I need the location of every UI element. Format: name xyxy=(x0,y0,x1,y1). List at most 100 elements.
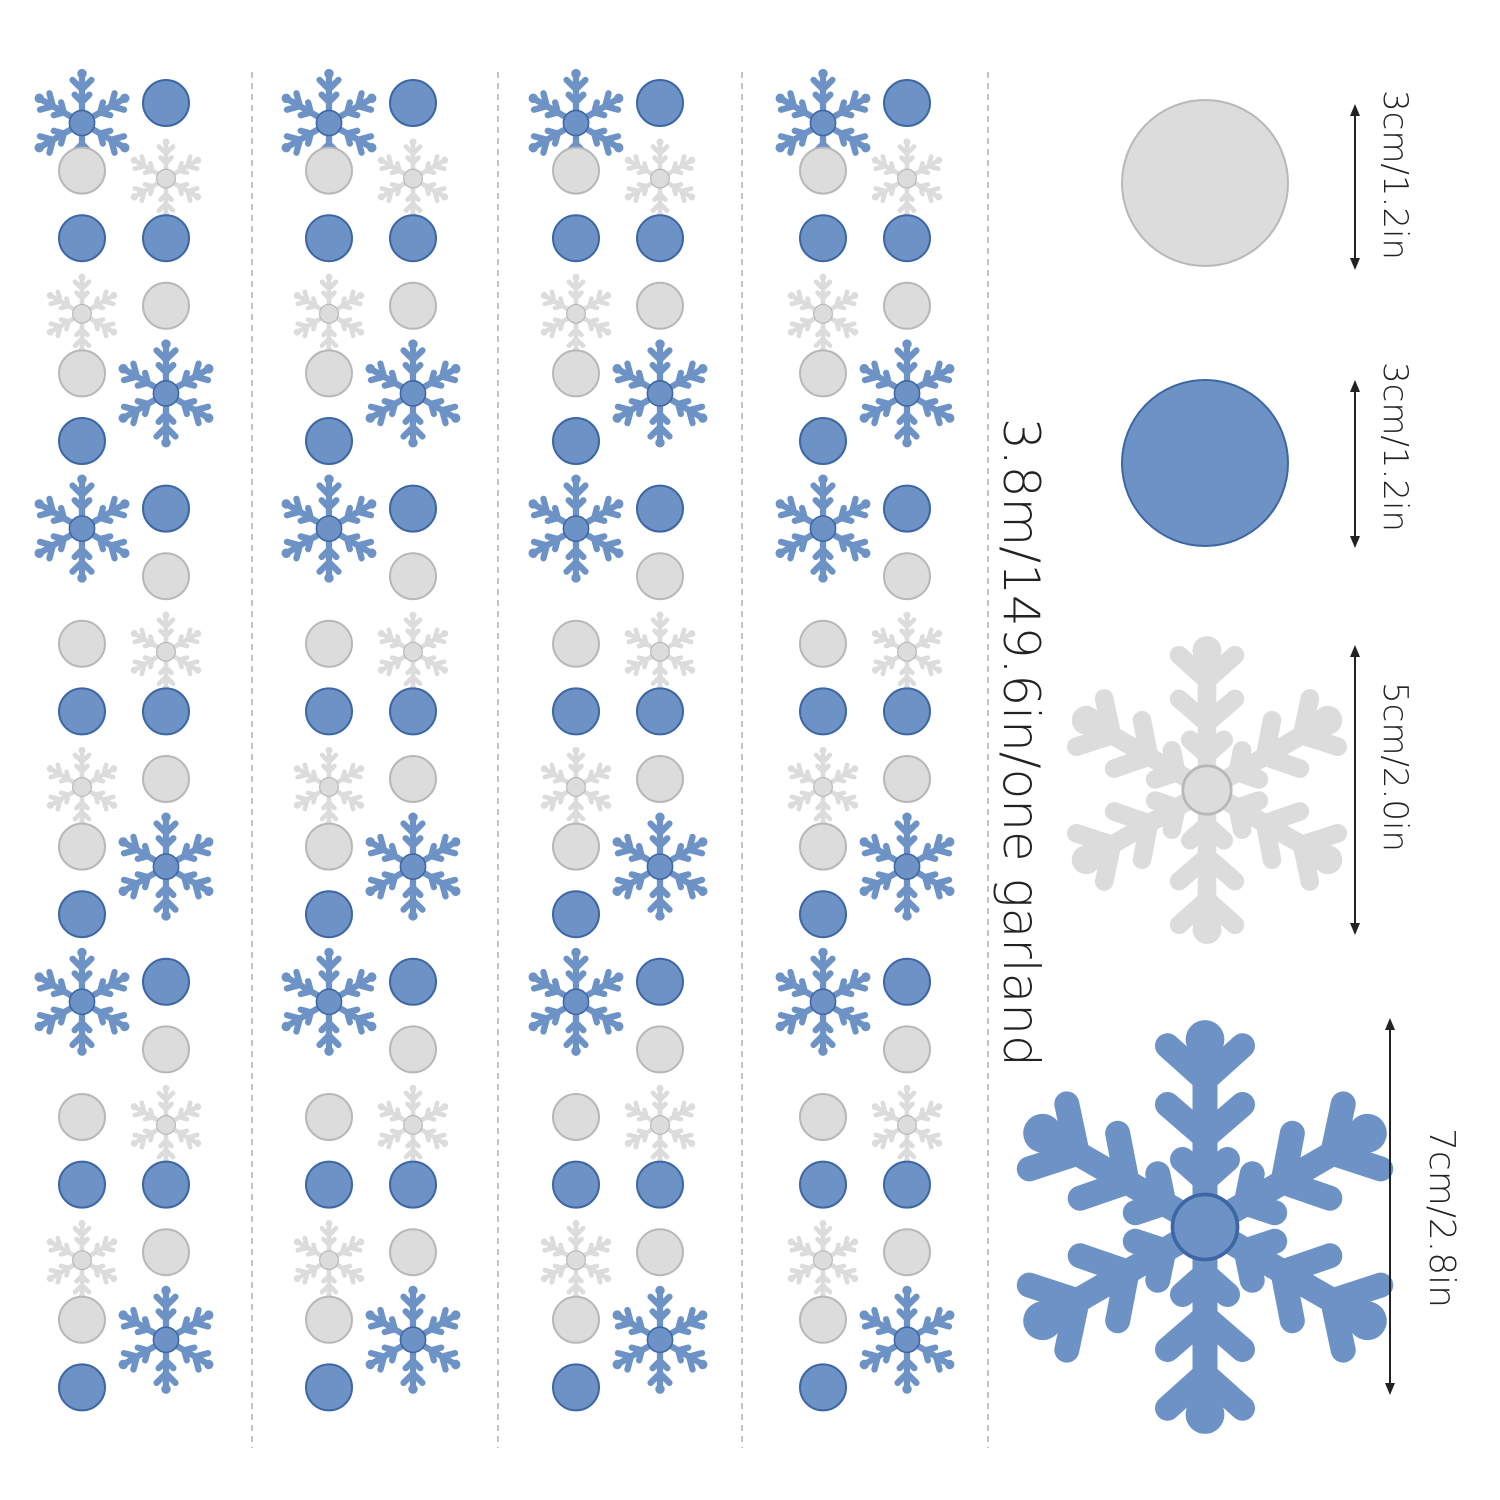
silver-dot xyxy=(305,1093,353,1141)
blue-dot xyxy=(389,1160,437,1209)
silver-dot xyxy=(636,281,684,330)
blue-snowflake xyxy=(609,340,711,447)
blue-dot xyxy=(883,484,931,533)
silver-snowflake xyxy=(785,1220,861,1300)
blue-dot xyxy=(305,687,353,736)
silver-snowflake xyxy=(622,612,698,692)
blue-dot xyxy=(58,1160,106,1209)
silver-snowflake xyxy=(538,274,614,354)
silver-dot xyxy=(58,619,106,668)
blue-dot xyxy=(552,214,600,263)
blue-dot xyxy=(883,687,931,736)
silver-dot xyxy=(883,755,931,803)
blue-dot xyxy=(636,79,684,127)
size-label-blue-snowflake: 7cm/2.8in xyxy=(1421,1128,1462,1308)
silver-snowflake xyxy=(869,612,945,692)
blue-dot xyxy=(58,417,106,465)
sample-silver-dot xyxy=(1121,99,1289,267)
blue-dot xyxy=(552,890,600,939)
blue-snowflake xyxy=(772,948,874,1055)
garland-strand xyxy=(278,69,464,1412)
silver-dot xyxy=(389,1228,437,1277)
blue-dot xyxy=(58,1363,106,1412)
silver-dot xyxy=(552,349,600,398)
garland-strands xyxy=(31,69,958,1412)
silver-snowflake xyxy=(128,139,204,219)
silver-dot xyxy=(799,349,847,398)
silver-dot xyxy=(305,146,353,195)
silver-snowflake xyxy=(44,1220,120,1300)
silver-snowflake xyxy=(869,139,945,219)
blue-dot xyxy=(389,214,437,263)
blue-snowflake xyxy=(115,1286,217,1393)
silver-snowflake xyxy=(291,1220,367,1300)
blue-snowflake xyxy=(115,813,217,920)
silver-snowflake xyxy=(622,1085,698,1165)
blue-dot xyxy=(552,417,600,465)
blue-dot xyxy=(799,890,847,939)
blue-dot xyxy=(142,79,190,127)
silver-snowflake xyxy=(128,612,204,692)
blue-dot xyxy=(636,687,684,736)
blue-dot xyxy=(552,687,600,736)
silver-dot xyxy=(142,281,190,330)
silver-dot xyxy=(142,552,190,601)
silver-dot xyxy=(799,146,847,195)
blue-dot xyxy=(305,1160,353,1209)
blue-snowflake xyxy=(856,813,958,920)
garland-strand xyxy=(31,69,217,1412)
silver-dot xyxy=(58,349,106,398)
silver-dot xyxy=(799,619,847,668)
size-samples xyxy=(1008,99,1403,1434)
silver-dot xyxy=(883,1228,931,1277)
blue-dot xyxy=(636,214,684,263)
silver-dot xyxy=(305,619,353,668)
dimension-arrow xyxy=(1385,1018,1395,1395)
blue-dot xyxy=(883,79,931,127)
silver-dot xyxy=(389,755,437,803)
blue-dot xyxy=(636,1160,684,1209)
blue-dot xyxy=(799,1363,847,1412)
silver-dot xyxy=(883,1025,931,1074)
silver-snowflake xyxy=(538,747,614,827)
blue-dot xyxy=(799,417,847,465)
silver-dot xyxy=(636,552,684,601)
silver-snowflake xyxy=(538,1220,614,1300)
silver-dot xyxy=(799,1093,847,1141)
blue-dot xyxy=(142,484,190,533)
silver-snowflake xyxy=(375,139,451,219)
silver-snowflake xyxy=(785,274,861,354)
silver-snowflake xyxy=(44,747,120,827)
dimension-arrow xyxy=(1350,380,1360,548)
blue-snowflake xyxy=(278,948,380,1055)
blue-dot xyxy=(305,417,353,465)
blue-snowflake xyxy=(115,340,217,447)
sample-blue-snowflake xyxy=(1008,1021,1403,1434)
silver-dot xyxy=(389,281,437,330)
blue-dot xyxy=(636,957,684,1006)
silver-dot xyxy=(636,755,684,803)
silver-snowflake xyxy=(291,747,367,827)
silver-dot xyxy=(389,1025,437,1074)
blue-dot xyxy=(58,214,106,263)
blue-dot xyxy=(58,687,106,736)
silver-dot xyxy=(142,1025,190,1074)
silver-dot xyxy=(636,1025,684,1074)
blue-dot xyxy=(883,214,931,263)
blue-dot xyxy=(142,687,190,736)
blue-snowflake xyxy=(856,1286,958,1393)
blue-dot xyxy=(142,1160,190,1209)
size-label-silver-snowflake: 5cm/2.0in xyxy=(1375,682,1415,852)
sample-silver-snowflake xyxy=(1060,637,1354,944)
blue-dot xyxy=(636,484,684,533)
silver-dot xyxy=(552,1093,600,1141)
blue-dot xyxy=(799,687,847,736)
silver-dot xyxy=(552,146,600,195)
blue-dot xyxy=(389,687,437,736)
blue-snowflake xyxy=(31,475,133,582)
silver-dot xyxy=(552,1295,600,1344)
blue-dot xyxy=(305,214,353,263)
blue-snowflake xyxy=(772,69,874,176)
silver-dot xyxy=(58,1093,106,1141)
blue-dot xyxy=(305,890,353,939)
